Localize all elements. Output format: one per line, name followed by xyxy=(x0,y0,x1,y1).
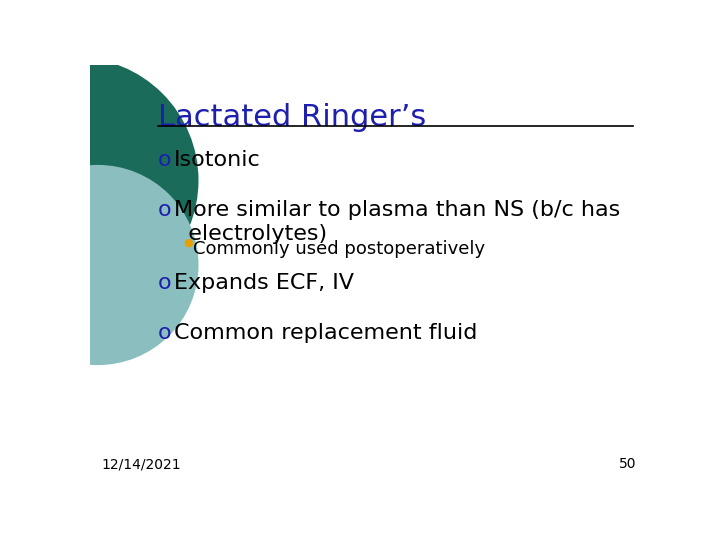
Text: More similar to plasma than NS (b/c has
  electrolytes): More similar to plasma than NS (b/c has … xyxy=(174,200,620,244)
Text: ●: ● xyxy=(183,238,193,248)
Text: Expands ECF, IV: Expands ECF, IV xyxy=(174,273,354,293)
Text: Isotonic: Isotonic xyxy=(174,150,261,170)
Text: o: o xyxy=(158,323,172,343)
Text: Commonly used postoperatively: Commonly used postoperatively xyxy=(193,240,485,258)
Circle shape xyxy=(0,165,199,365)
Text: o: o xyxy=(158,200,172,220)
Text: 12/14/2021: 12/14/2021 xyxy=(102,457,181,471)
Text: Lactated Ringer’s: Lactated Ringer’s xyxy=(158,103,426,132)
Text: o: o xyxy=(158,150,172,170)
Circle shape xyxy=(0,57,199,303)
Text: Common replacement fluid: Common replacement fluid xyxy=(174,323,477,343)
Text: 50: 50 xyxy=(619,457,636,471)
Text: o: o xyxy=(158,273,172,293)
